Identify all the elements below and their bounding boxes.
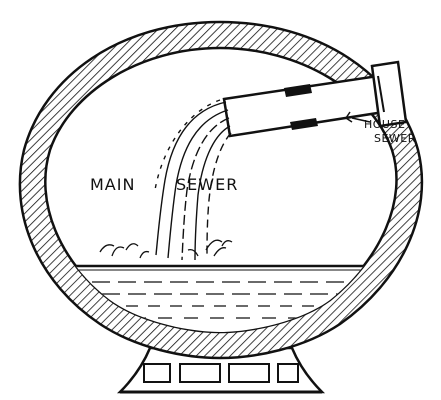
splash-marks (99, 239, 233, 259)
sewer-base-pedestal (116, 346, 326, 394)
outflow-stream (154, 99, 232, 261)
house-sewer-pipe (222, 60, 408, 138)
base-openings (143, 363, 299, 383)
sewer-shell-masonry (18, 20, 424, 360)
main-label-word2: SEWER (176, 175, 238, 194)
house-sewer-label-line1: HOUSE (364, 118, 405, 131)
house-sewer-label-line2: SEWER (374, 132, 416, 145)
house-sewer-callout: HOUSE SEWER (344, 111, 416, 145)
main-label-word1: MAIN (90, 175, 135, 194)
